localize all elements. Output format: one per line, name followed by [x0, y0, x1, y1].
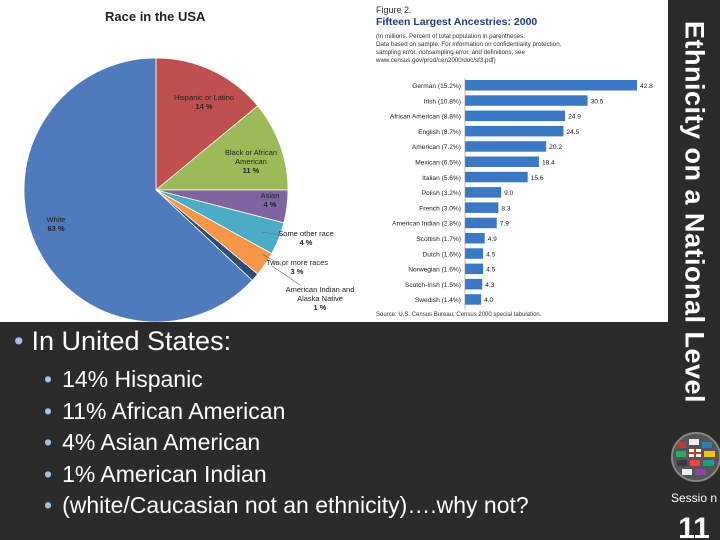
pie-leader-line — [261, 231, 287, 237]
bar-category-label: American Indian (2.8%) — [392, 221, 461, 228]
bar-chart-note-line: www.census.gov/prod/cen2000/doc/sf3.pdf) — [375, 57, 496, 64]
bar-value-label: 9.0 — [504, 190, 513, 197]
bar-value-label: 42.8 — [640, 83, 653, 90]
bar-category-label: English (8.7%) — [418, 129, 461, 136]
bar-category-label: Scottish (1.7%) — [416, 236, 461, 243]
ancestries-bar-chart-panel: Figure 2. Fifteen Largest Ancestries: 20… — [368, 0, 668, 322]
bar-category-label: African American (8.8%) — [390, 114, 461, 121]
race-pie-chart: Race in the USA Hispanic or Latino 14 % Bl… — [23, 9, 355, 322]
bar-value-label: 8.3 — [501, 205, 510, 212]
sub-bullet-text: 1% American Indian — [62, 460, 267, 487]
pie-slice-black-or-african-american — [154, 105, 289, 191]
bar-chart-note-line: sampling error, nonsampling error, and d… — [376, 49, 525, 56]
bullet-dot: • — [44, 492, 53, 518]
sub-bullet-text: 11% African American — [62, 397, 286, 424]
bullet-dot: • — [44, 429, 53, 455]
bar-category-label: Mexican (6.5%) — [415, 160, 461, 167]
bullet-dot: • — [14, 326, 24, 356]
pie-leader-line — [261, 253, 284, 267]
bar-english-8-7 — [465, 125, 564, 137]
bullet-dot: • — [44, 366, 53, 392]
bar-mexican-6-5 — [465, 156, 539, 167]
bar-chart-title: Fifteen Largest Ancestries: 2000 — [376, 16, 537, 28]
bar-value-label: 4.5 — [486, 251, 495, 258]
bar-italian-5-6 — [465, 171, 528, 183]
sub-bullet-text: 4% Asian American — [62, 429, 261, 455]
pie-label-asian: Asian 4 % — [261, 191, 280, 209]
ancestries-bar-chart: Figure 2. Fifteen Largest Ancestries: 20… — [375, 5, 653, 318]
main-bullet: • In United States: — [14, 326, 231, 357]
bar-category-label: French (3.0%) — [419, 205, 461, 212]
bullet-dot: • — [44, 397, 53, 424]
bar-category-label: Irish (10.8%) — [424, 98, 461, 105]
bar-irish-10-8 — [465, 95, 588, 106]
bar-value-label: 20.2 — [549, 144, 562, 151]
bar-value-label: 15.6 — [531, 175, 544, 182]
bar-scottish-1-7 — [465, 233, 485, 244]
figure-label: Figure 2. — [376, 5, 412, 15]
bar-french-3-0 — [465, 202, 499, 213]
sub-bullet-text: 14% Hispanic — [62, 366, 203, 392]
pie-label-two-or-more-races: Two or more races 3 % — [266, 258, 328, 276]
bullet-dot: • — [44, 460, 53, 487]
pie-leader-line — [271, 265, 301, 286]
pie-label-black-or-african-american: Black or African American 11 % — [225, 148, 277, 175]
bar-scotch-irish-1-5 — [465, 278, 483, 290]
globe-icon — [671, 432, 720, 482]
bar-african-american-8-8 — [465, 110, 566, 122]
bar-category-label: Polish (3.2%) — [422, 190, 461, 197]
bar-category-label: Swedish (1.4%) — [415, 297, 461, 304]
sub-bullet: • 4% Asian American — [44, 427, 529, 459]
sub-bullet: • (white/Caucasian not an ethnicity)….why… — [44, 490, 529, 522]
bar-category-label: Dutch (1.6%) — [423, 251, 461, 258]
sub-bullet-text: (white/Caucasian not an ethnicity)….why … — [62, 492, 529, 518]
bar-swedish-1-4 — [465, 294, 482, 305]
session-number: 11 — [678, 512, 710, 540]
vertical-title: Ethnicity on a National Level — [679, 20, 710, 404]
bar-chart-source: Source: U.S. Census Bureau, Census 2000 … — [376, 312, 542, 318]
sub-bullet-list: • 14% Hispanic • 11% African American • 4% … — [44, 364, 529, 522]
bar-category-label: Norwegian (1.6%) — [408, 267, 461, 274]
pie-slice-hispanic-or-latino — [155, 57, 259, 191]
race-pie-chart-panel: Race in the USA Hispanic or Latino 14 % Bl… — [0, 0, 368, 322]
bar-polish-3-2 — [465, 187, 502, 198]
bar-value-label: 30.5 — [591, 98, 604, 105]
bar-value-label: 4.5 — [486, 267, 495, 274]
bar-category-label: German (15.2%) — [412, 83, 461, 90]
pie-label-american-indian-and-alaska-native: American Indian and Alaska Native 1 % — [286, 285, 355, 312]
bar-american-7-2 — [465, 141, 547, 152]
pie-label-some-other-race: Some other race 4 % — [278, 229, 333, 247]
sub-bullet: • 1% American Indian — [44, 459, 529, 491]
bar-category-label: Scotch-Irish (1.5%) — [405, 282, 461, 289]
bar-german-15-2 — [465, 80, 637, 91]
bar-american-indian-2-8 — [465, 217, 497, 229]
bar-value-label: 4.9 — [488, 236, 497, 243]
bar-value-label: 7.9 — [500, 221, 509, 228]
pie-slice-white — [23, 57, 253, 322]
bar-norwegian-1-6 — [465, 263, 484, 275]
bar-category-label: American (7.2%) — [412, 144, 461, 151]
bar-value-label: 4.3 — [485, 282, 494, 289]
bar-value-label: 24.9 — [568, 114, 581, 121]
bar-category-label: Italian (5.6%) — [422, 175, 461, 182]
bar-chart-note-line: Data based on sample. For information on… — [376, 41, 562, 48]
bar-dutch-1-6 — [465, 248, 484, 259]
bar-chart-note-line: (In millions. Percent of total populatio… — [376, 33, 525, 40]
sub-bullet: • 14% Hispanic — [44, 364, 529, 396]
pie-chart-title: Race in the USA — [105, 9, 206, 24]
bar-value-label: 4.0 — [484, 297, 493, 304]
main-bullet-text: In United States: — [31, 326, 232, 356]
sub-bullet: • 11% African American — [44, 396, 529, 428]
pie-label-hispanic-or-latino: Hispanic or Latino 14 % — [174, 93, 234, 111]
bar-value-label: 18.4 — [542, 160, 555, 167]
pie-label-white: White 63 % — [46, 215, 65, 233]
session-label: Sessio n — [670, 491, 718, 505]
bar-value-label: 24.5 — [566, 129, 579, 136]
